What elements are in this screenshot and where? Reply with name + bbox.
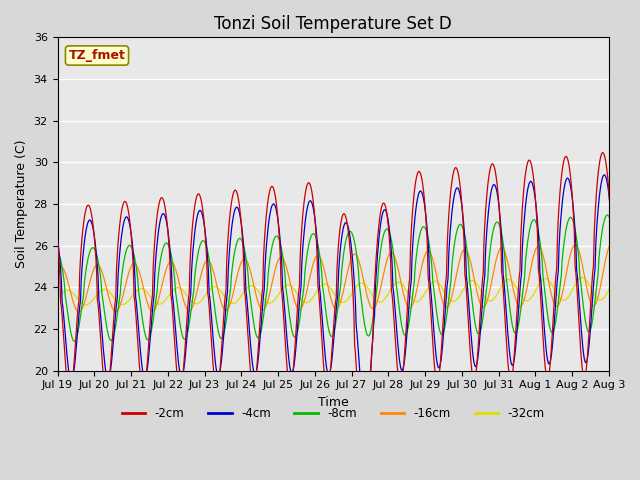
Title: Tonzi Soil Temperature Set D: Tonzi Soil Temperature Set D (214, 15, 452, 33)
Y-axis label: Soil Temperature (C): Soil Temperature (C) (15, 140, 28, 268)
X-axis label: Time: Time (318, 396, 349, 409)
Text: TZ_fmet: TZ_fmet (68, 49, 125, 62)
Legend: -2cm, -4cm, -8cm, -16cm, -32cm: -2cm, -4cm, -8cm, -16cm, -32cm (117, 402, 550, 425)
